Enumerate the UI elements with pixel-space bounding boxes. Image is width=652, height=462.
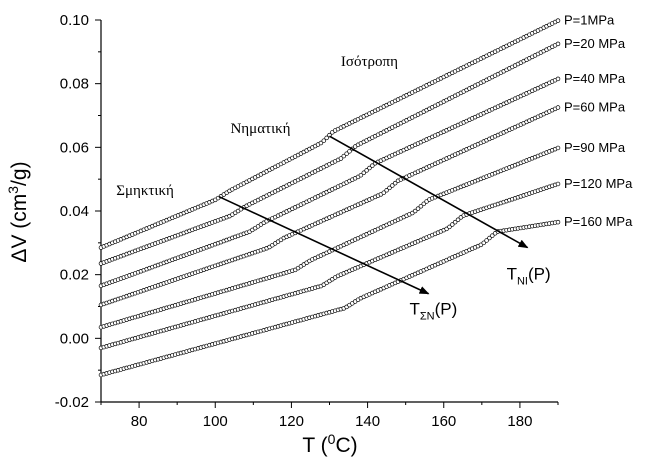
transition-arrow-nematic-isotropic (329, 135, 529, 249)
x-tick-label: 180 (507, 413, 532, 430)
y-tick-label: 0.00 (60, 330, 89, 347)
data-point (447, 224, 452, 230)
data-point (415, 206, 421, 211)
data-point (321, 138, 327, 143)
data-point (381, 190, 387, 195)
data-point (392, 180, 398, 186)
series-label: P=160 MPa (564, 214, 633, 229)
transition-label-nematic-isotropic: TNI(P) (507, 264, 551, 287)
series-2 (98, 76, 561, 289)
data-point (367, 165, 372, 171)
x-tick-label: 160 (431, 413, 456, 430)
data-point (487, 235, 492, 241)
series-3 (98, 105, 561, 308)
y-tick-label: 0.08 (60, 76, 89, 93)
series-label: P=40 MPa (564, 71, 626, 86)
data-point (387, 185, 392, 191)
series-4 (98, 145, 561, 330)
data-point (344, 151, 349, 156)
data-point (361, 170, 367, 176)
series-labels: P=1MPa P=20 MPa P=40 MPa P=60 MPa P=90 MPa P=… (564, 13, 633, 230)
data-point (555, 18, 561, 23)
series-6 (98, 219, 561, 378)
phase-label: Νηματική (230, 121, 290, 137)
series-1 (98, 41, 561, 266)
data-point (555, 41, 561, 47)
series-label: P=90 MPa (564, 140, 626, 155)
data-point (364, 168, 369, 173)
y-tick-label: 0.10 (60, 12, 89, 29)
data-point (338, 156, 344, 161)
data-point (412, 208, 418, 214)
data-point (555, 105, 561, 110)
y-axis-title: ΔV (cm3/g) (5, 161, 31, 262)
series-layer (98, 18, 561, 378)
data-point (384, 188, 389, 193)
transition-arrow-smectic-nematic (218, 195, 430, 295)
data-point (347, 149, 352, 154)
transition-label-smectic-nematic: TΣΝ(P) (409, 299, 457, 322)
series-label: P=60 MPa (564, 100, 626, 115)
data-point (318, 140, 324, 146)
data-point (324, 135, 329, 141)
data-point (390, 183, 395, 188)
y-tick-label: -0.02 (55, 394, 89, 411)
y-tick-label: 0.06 (60, 139, 89, 156)
data-point (481, 240, 486, 246)
data-point (358, 172, 364, 178)
series-5 (98, 181, 561, 351)
data-point (370, 163, 375, 168)
y-axis: -0.02 0.00 0.02 0.04 0.06 0.08 0.10 (55, 12, 101, 411)
data-point (555, 219, 561, 225)
series-label: P=20 MPa (564, 36, 626, 51)
data-point (421, 201, 427, 207)
data-point (484, 238, 489, 243)
series-label: P=1MPa (564, 13, 615, 28)
data-point (450, 222, 455, 227)
phase-label: Ισότροπη (341, 54, 398, 70)
data-point (455, 217, 461, 223)
x-axis-title: T (0C) (302, 431, 357, 457)
series-0 (98, 18, 561, 250)
series-label: P=120 MPa (564, 176, 633, 191)
data-point (555, 181, 561, 187)
y-tick-label: 0.04 (60, 203, 89, 220)
data-point (341, 153, 347, 159)
annotation-layer: Σμηκτική Νηματική Ισότροπη TΣΝ(P) TNI(P) (116, 54, 550, 322)
y-tick-label: 0.02 (60, 267, 89, 284)
data-point (555, 76, 561, 82)
x-tick-label: 100 (203, 413, 228, 430)
data-point (418, 203, 424, 209)
x-tick-label: 140 (355, 413, 380, 430)
x-axis: 80 100 120 140 160 180 (100, 402, 559, 430)
phase-label: Σμηκτική (116, 183, 174, 199)
x-tick-label: 80 (131, 413, 148, 430)
data-point (555, 145, 561, 151)
x-tick-label: 120 (279, 413, 304, 430)
data-point (490, 233, 495, 238)
data-point (452, 219, 458, 225)
